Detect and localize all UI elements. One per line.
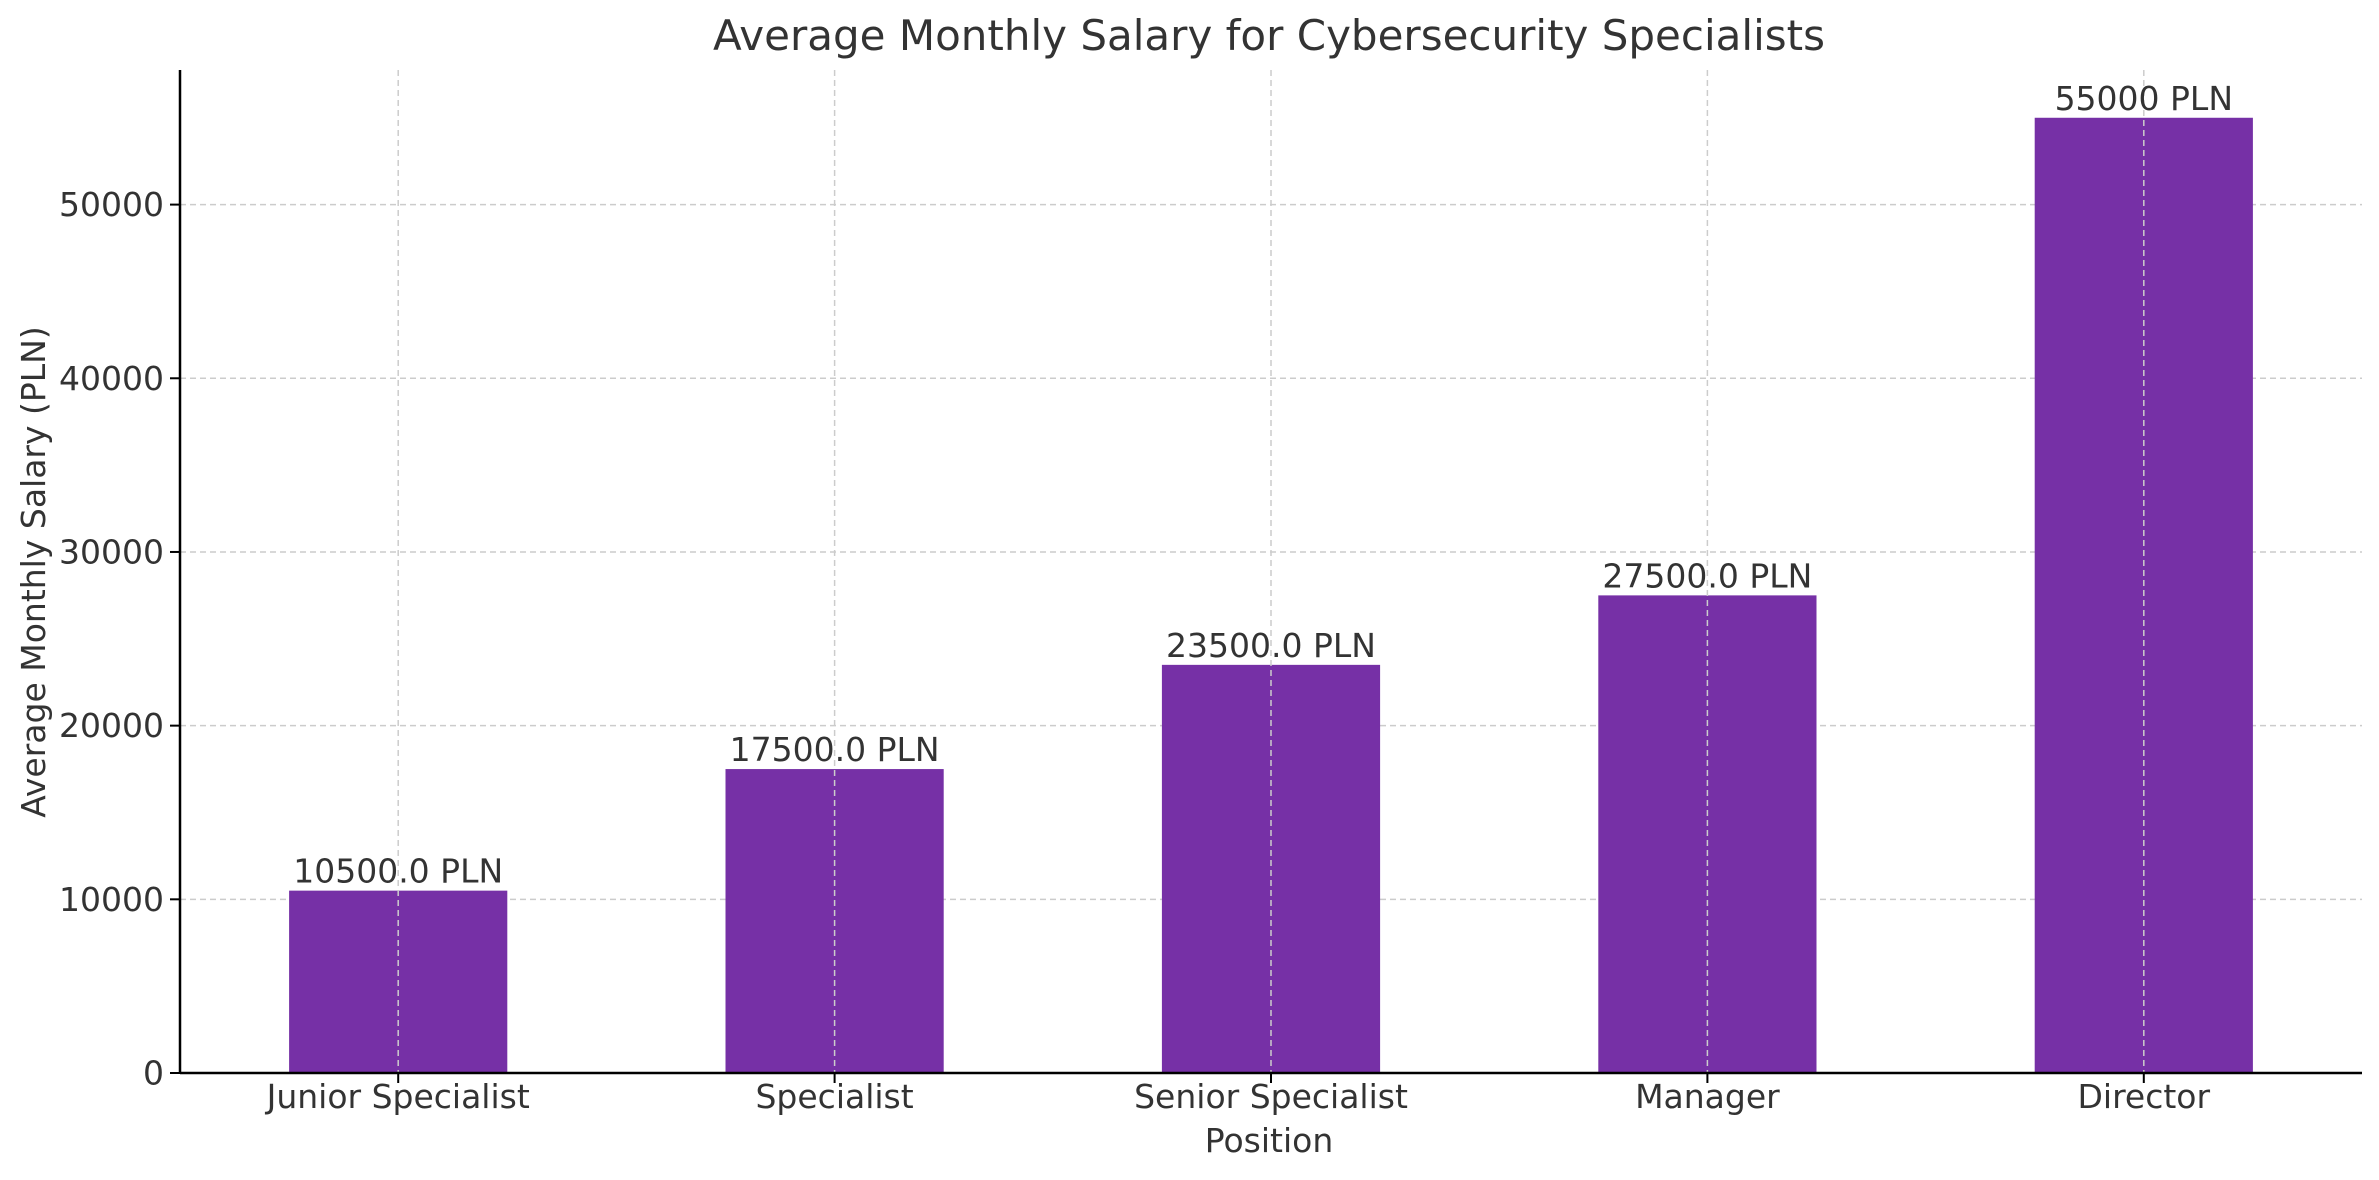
x-tick-label: Specialist bbox=[755, 1077, 913, 1116]
chart-title: Average Monthly Salary for Cybersecurity… bbox=[713, 11, 1825, 60]
y-axis-label: Average Monthly Salary (PLN) bbox=[14, 326, 53, 818]
data-label: 17500.0 PLN bbox=[730, 730, 940, 769]
x-tick-label: Director bbox=[2078, 1077, 2211, 1116]
labels-layer: 0 10000 20000 30000 40000 50000 Junior Special… bbox=[59, 79, 2233, 1116]
x-tick-label: Junior Specialist bbox=[265, 1077, 530, 1116]
y-tick-label: 40000 bbox=[59, 359, 164, 398]
axes-layer bbox=[170, 70, 2362, 1083]
y-tick-label: 0 bbox=[143, 1054, 164, 1093]
y-tick-label: 30000 bbox=[59, 532, 164, 571]
data-label: 10500.0 PLN bbox=[293, 852, 503, 891]
y-tick-label: 50000 bbox=[59, 185, 164, 224]
data-label: 55000 PLN bbox=[2055, 79, 2233, 118]
data-label: 23500.0 PLN bbox=[1166, 626, 1376, 665]
y-tick-label: 20000 bbox=[59, 706, 164, 745]
data-label: 27500.0 PLN bbox=[1602, 556, 1812, 595]
x-axis-label: Position bbox=[1205, 1121, 1334, 1160]
bars-layer bbox=[289, 70, 2253, 1073]
x-tick-label: Senior Specialist bbox=[1134, 1077, 1408, 1116]
y-tick-label: 10000 bbox=[59, 880, 164, 919]
x-tick-label: Manager bbox=[1635, 1077, 1780, 1116]
